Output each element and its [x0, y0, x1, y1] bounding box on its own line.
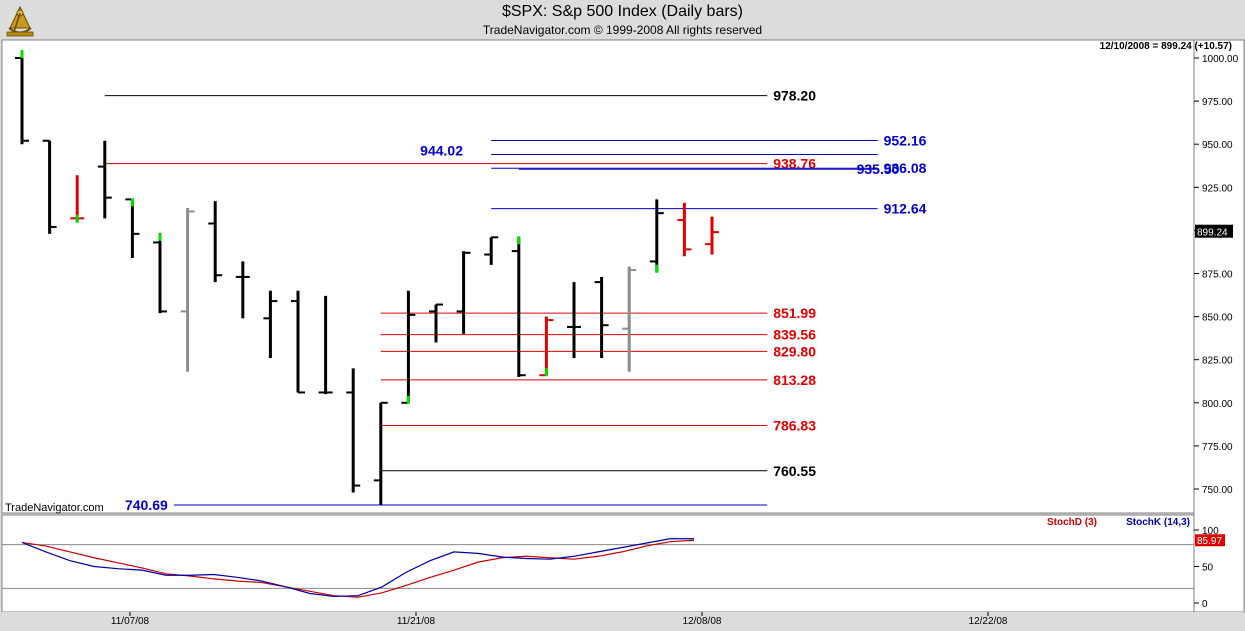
price-bar-6: [180, 207, 195, 372]
level-label-3: 938.76: [773, 156, 816, 172]
price-tick-label-7: 825.00: [1202, 356, 1233, 367]
stoch-tick-label-2: 0: [1202, 599, 1208, 610]
chart-subtitle: TradeNavigator.com © 1999-2008 All right…: [482, 23, 763, 37]
level-label-11: 786.83: [773, 418, 816, 434]
stochastic-lines: 100 50 0 85.97: [2, 526, 1225, 610]
stoch-series-0: [21, 539, 695, 598]
price-bar-17: [484, 236, 499, 265]
price-axis-ticks: 1000.00975.00950.00925.00900.00875.00850…: [1194, 54, 1239, 496]
price-bar-18: [511, 236, 526, 377]
price-bar-20: [567, 282, 581, 358]
price-tick-label-0: 1000.00: [1202, 54, 1239, 65]
date-label-1: 11/21/08: [397, 616, 436, 627]
level-label-13: 740.69: [125, 497, 168, 513]
level-label-9: 829.80: [773, 343, 816, 359]
date-axis: [2, 612, 1244, 630]
legend-stochd: StochD (3): [1047, 517, 1097, 528]
price-tick-label-3: 925.00: [1202, 183, 1233, 194]
date-label-3: 12/22/08: [969, 616, 1008, 627]
price-bar-9: [263, 290, 278, 358]
price-bar-16: [456, 251, 471, 334]
price-bar-5: [153, 232, 167, 314]
level-label-12: 760.55: [773, 463, 816, 479]
level-label-6: 912.64: [884, 201, 927, 217]
last-price-box: [1195, 224, 1233, 238]
price-bar-23: [649, 199, 664, 273]
price-bar-13: [373, 401, 388, 505]
level-label-1: 952.16: [884, 132, 927, 148]
chart-header: $SPX: S&p 500 Index (Daily bars) TradeNa…: [0, 0, 1245, 40]
chart-title: $SPX: S&p 500 Index (Daily bars): [501, 3, 743, 20]
price-tick-label-6: 850.00: [1202, 313, 1233, 324]
price-bar-3: [97, 140, 112, 219]
stoch-series-1: [21, 538, 694, 598]
price-tick-label-2: 950.00: [1202, 140, 1233, 151]
price-tick-label-10: 750.00: [1202, 485, 1233, 496]
price-bar-10: [291, 290, 305, 394]
level-label-4: 936.08: [884, 160, 927, 176]
last-quote-label: 12/10/2008 = 899.24 (+10.57): [1100, 41, 1232, 52]
level-label-0: 978.20: [773, 88, 816, 104]
price-tick-label-5: 875.00: [1202, 270, 1233, 281]
price-bar-1: [42, 139, 57, 234]
date-label-0: 11/07/08: [111, 616, 150, 627]
date-label-2: 12/08/08: [683, 616, 722, 627]
price-bar-7: [208, 201, 223, 283]
level-label-5: 935.50: [857, 161, 900, 177]
price-bar-14: [401, 290, 416, 404]
level-label-10: 813.28: [773, 372, 816, 388]
right-axis: [1193, 39, 1245, 613]
price-tick-label-1: 975.00: [1202, 97, 1233, 108]
price-tick-label-9: 775.00: [1202, 442, 1233, 453]
sextant-logo-icon: [6, 5, 34, 37]
price-bar-19: [539, 316, 554, 377]
price-bar-0: [15, 50, 29, 145]
stochastic-panel: [1, 514, 1195, 613]
price-bar-2: [70, 175, 85, 223]
price-panel: [1, 39, 1195, 514]
last-price-label: 899.24: [1197, 228, 1228, 239]
level-label-2: 944.02: [420, 143, 463, 159]
legend-stochk: StochK (14,3): [1126, 517, 1190, 528]
price-bar-22: [622, 266, 637, 372]
stoch-last-box: [1195, 534, 1225, 547]
price-bar-4: [125, 198, 140, 258]
price-bar-21: [594, 276, 609, 358]
stoch-last-label: 85.97: [1197, 536, 1222, 547]
price-bar-15: [429, 303, 443, 343]
price-bar-24: [677, 202, 692, 257]
price-bars: [15, 50, 719, 505]
level-label-8: 839.56: [773, 327, 816, 343]
price-bar-12: [346, 368, 361, 493]
stoch-tick-label-0: 100: [1202, 526, 1219, 537]
stoch-tick-label-1: 50: [1202, 563, 1214, 574]
date-axis-labels: 11/07/08 11/21/08 12/08/08 12/22/08: [111, 612, 1008, 627]
price-bar-8: [235, 261, 250, 319]
level-label-7: 851.99: [773, 305, 816, 321]
price-bar-11: [318, 295, 333, 395]
price-tick-label-8: 800.00: [1202, 399, 1233, 410]
watermark-label: TradeNavigator.com: [5, 502, 104, 514]
price-bar-25: [705, 216, 719, 255]
